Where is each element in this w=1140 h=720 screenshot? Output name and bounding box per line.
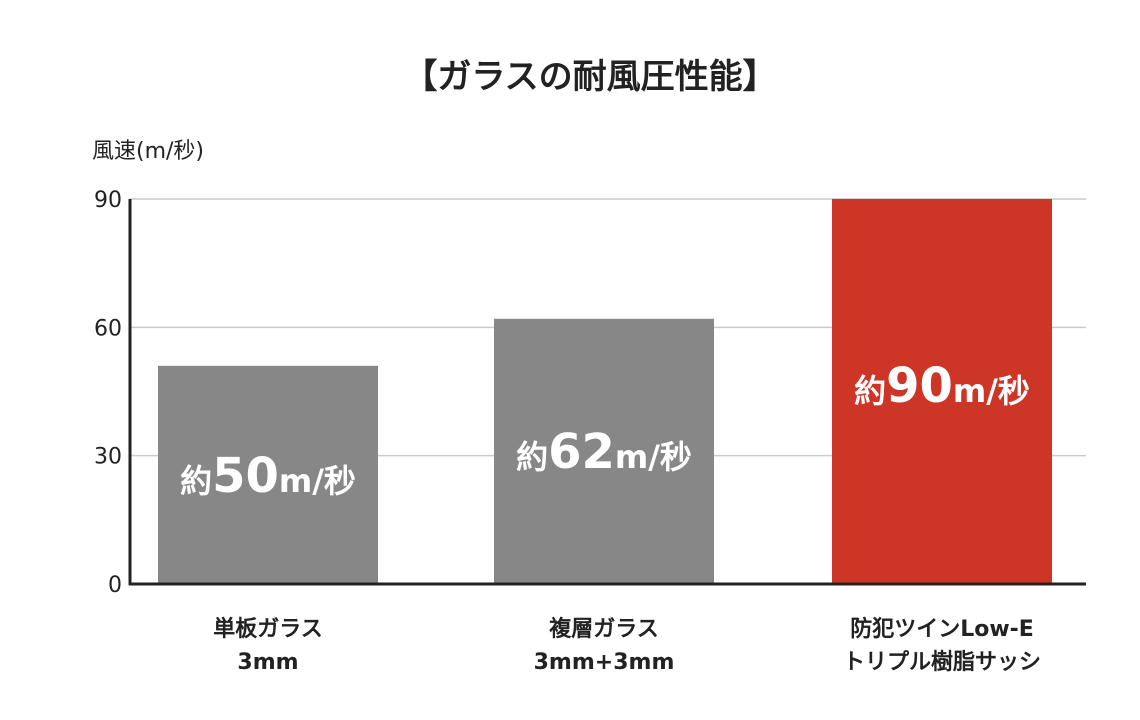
y-tick-label: 0 (108, 573, 122, 598)
bar (832, 199, 1052, 584)
bar-value-labels: 約50m/秒 約62m/秒 約90m/秒 (180, 358, 1030, 504)
chart-title: 【ガラスの耐風圧性能】 (403, 57, 776, 97)
bar-value-label: 約50m/秒 (180, 448, 356, 504)
category-label: 3mm (237, 650, 298, 675)
bar-value-label: 約90m/秒 (854, 358, 1030, 414)
y-axis-label: 風速(m/秒) (92, 139, 204, 164)
y-tick-label: 90 (94, 188, 122, 213)
y-tick-label: 30 (94, 445, 122, 470)
category-label: 単板ガラス (213, 616, 323, 642)
bar-value-label: 約62m/秒 (516, 424, 692, 480)
bar (158, 365, 378, 584)
category-labels: 単板ガラス 3mm 複層ガラス 3mm+3mm 防犯ツインLow-E トリプル樹脂サッシ (213, 616, 1041, 675)
bars (158, 199, 1052, 584)
category-label: 防犯ツインLow-E (850, 616, 1034, 642)
y-tick-label: 60 (94, 316, 122, 341)
category-label: トリプル樹脂サッシ (843, 649, 1041, 675)
bar (494, 318, 714, 584)
category-label: 3mm+3mm (534, 650, 675, 675)
y-tick-labels: 0 30 60 90 (94, 188, 122, 598)
category-label: 複層ガラス (549, 616, 659, 642)
